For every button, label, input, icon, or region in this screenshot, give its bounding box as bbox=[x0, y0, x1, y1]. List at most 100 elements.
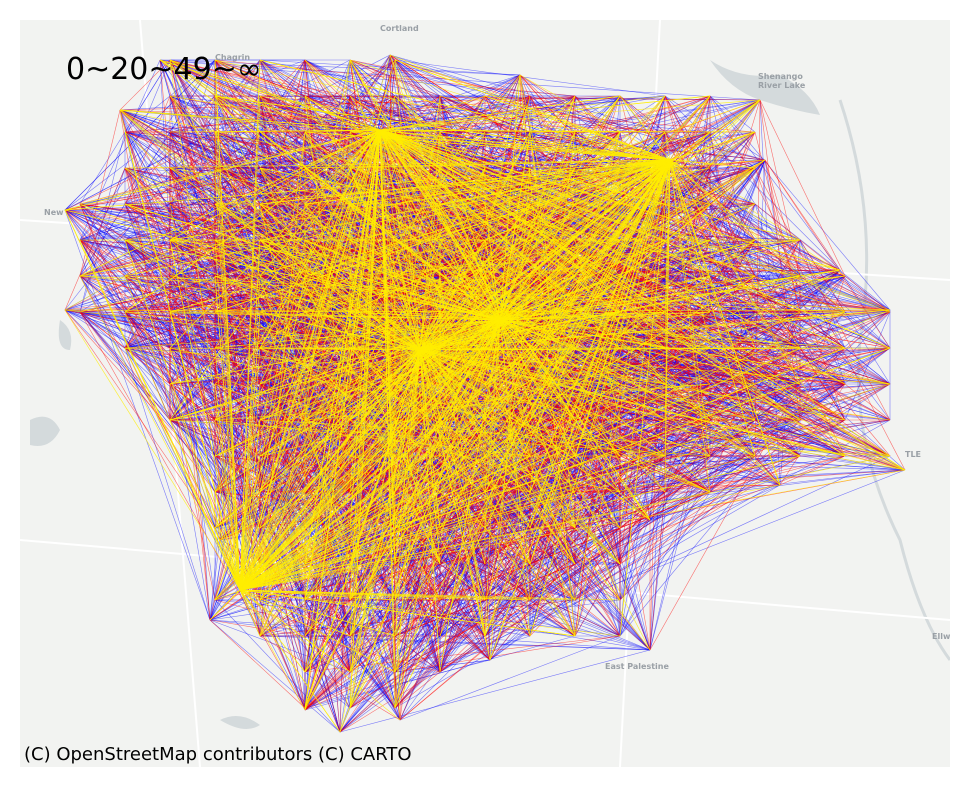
flow-line bbox=[394, 491, 491, 661]
flow-line bbox=[214, 599, 341, 733]
flow-line bbox=[349, 159, 671, 349]
flow-line bbox=[484, 159, 671, 637]
flow-line bbox=[764, 159, 801, 277]
flow-line bbox=[439, 95, 671, 161]
flow-line bbox=[669, 159, 801, 349]
flow-line bbox=[239, 419, 261, 591]
flow-line bbox=[754, 203, 891, 313]
flow-line bbox=[119, 109, 381, 131]
flow-line bbox=[484, 95, 766, 161]
flow-line bbox=[239, 275, 666, 591]
flow-line bbox=[239, 203, 621, 591]
flow-line bbox=[119, 109, 216, 169]
flow-line bbox=[124, 159, 671, 313]
flow-network bbox=[20, 20, 950, 767]
flow-line bbox=[214, 455, 486, 565]
flow-line bbox=[259, 95, 421, 351]
flow-line bbox=[399, 419, 756, 721]
flow-line bbox=[239, 347, 261, 591]
flow-line bbox=[304, 599, 341, 733]
flow-line bbox=[239, 95, 261, 591]
flow-line bbox=[379, 129, 841, 271]
flow-line bbox=[159, 59, 381, 131]
flow-line bbox=[169, 59, 381, 131]
flow-line bbox=[339, 419, 846, 733]
flow-line bbox=[669, 159, 756, 349]
flow-line bbox=[759, 99, 846, 277]
flow-line bbox=[574, 159, 671, 529]
flow-line bbox=[124, 159, 671, 241]
flow-line bbox=[214, 275, 241, 591]
flow-line bbox=[259, 129, 381, 241]
flow-line bbox=[574, 455, 801, 601]
flow-line bbox=[799, 347, 846, 421]
flow-line bbox=[669, 159, 756, 421]
flow-line bbox=[379, 99, 761, 131]
flow-line bbox=[394, 59, 621, 133]
lake bbox=[30, 416, 60, 446]
flow-line bbox=[379, 129, 906, 471]
flow-line bbox=[439, 455, 906, 471]
flow-line bbox=[574, 159, 671, 637]
flow-line bbox=[379, 129, 801, 241]
flow-line bbox=[664, 159, 671, 349]
flow-line bbox=[239, 589, 621, 637]
flow-line bbox=[304, 635, 651, 651]
flow-line bbox=[259, 95, 666, 133]
flow-line bbox=[239, 167, 576, 591]
flow-line bbox=[379, 95, 396, 131]
flow-line bbox=[259, 129, 381, 205]
flow-line bbox=[124, 159, 671, 277]
flow-line bbox=[79, 59, 161, 241]
flow-line bbox=[239, 347, 351, 591]
flow-line bbox=[169, 129, 381, 421]
flow-line bbox=[239, 383, 351, 591]
flow-line bbox=[259, 159, 671, 205]
flow-line bbox=[209, 619, 351, 673]
flow-line bbox=[214, 129, 381, 169]
flow-line bbox=[239, 275, 756, 591]
flow-line bbox=[489, 383, 711, 661]
flow-line bbox=[574, 527, 621, 601]
flow-line bbox=[519, 74, 671, 161]
flow-line bbox=[619, 95, 671, 161]
flow-line bbox=[169, 349, 421, 421]
flow-line bbox=[799, 455, 906, 471]
flow-line bbox=[169, 347, 241, 591]
river bbox=[838, 99, 950, 661]
flow-line bbox=[339, 649, 651, 733]
flow-line bbox=[394, 349, 421, 529]
flow-line bbox=[239, 455, 261, 591]
flow-line bbox=[79, 159, 671, 313]
flow-line bbox=[439, 519, 651, 673]
flow-line bbox=[419, 349, 756, 421]
flow-line bbox=[419, 349, 491, 661]
flow-line bbox=[779, 455, 846, 486]
flow-line bbox=[209, 619, 306, 637]
flow-line bbox=[239, 383, 261, 591]
flow-line bbox=[124, 347, 241, 591]
flow-line bbox=[239, 455, 486, 591]
flow-line bbox=[124, 239, 216, 349]
flow-line bbox=[214, 59, 671, 161]
flow-line bbox=[529, 599, 576, 637]
flow-line bbox=[79, 275, 241, 591]
flow-line bbox=[239, 311, 801, 591]
edges-high bbox=[64, 54, 906, 733]
lake bbox=[220, 716, 260, 729]
flow-line bbox=[664, 95, 841, 271]
flow-line bbox=[759, 99, 801, 277]
flow-line bbox=[239, 589, 621, 601]
flow-line bbox=[379, 129, 441, 277]
flow-line bbox=[239, 275, 261, 591]
flow-line bbox=[669, 159, 781, 486]
flow-line bbox=[669, 159, 846, 313]
flow-line bbox=[239, 484, 781, 591]
map-canvas[interactable]: Cortland Chagrin New Shenango River Lake… bbox=[20, 20, 950, 767]
flow-line bbox=[799, 239, 846, 313]
flow-line bbox=[169, 95, 421, 351]
flow-line bbox=[709, 95, 841, 271]
flow-line bbox=[349, 129, 381, 277]
flow-line bbox=[764, 159, 801, 313]
flow-line bbox=[239, 563, 396, 591]
